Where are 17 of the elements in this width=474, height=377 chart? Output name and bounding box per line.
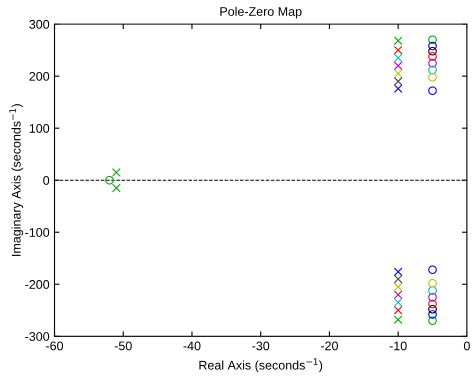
y-tick-label: -100 — [25, 228, 50, 237]
x-tick-label: -20 — [320, 341, 338, 350]
y-tick-label: -200 — [25, 280, 50, 289]
y-tick-label: 300 — [29, 20, 50, 29]
x-tick-label: -10 — [390, 341, 407, 350]
x-tick-label: -50 — [114, 341, 132, 350]
y-axis-title: Imaginary Axis (seconds$^{−1}$) — [9, 104, 24, 256]
x-tick-label: -40 — [183, 341, 201, 350]
x-axis-title: Real Axis (seconds$^{−1}$) — [199, 358, 322, 372]
y-tick-label: -300 — [25, 332, 50, 341]
x-tick-label: -30 — [252, 341, 270, 350]
y-tick-label: 100 — [30, 124, 50, 133]
y-tick-label: 0 — [43, 176, 50, 185]
y-tick-label: 200 — [29, 72, 50, 81]
x-tick-label: -60 — [46, 341, 64, 350]
x-tick-label: 0 — [464, 341, 470, 350]
chart-title: Pole-Zero Map — [220, 6, 302, 18]
